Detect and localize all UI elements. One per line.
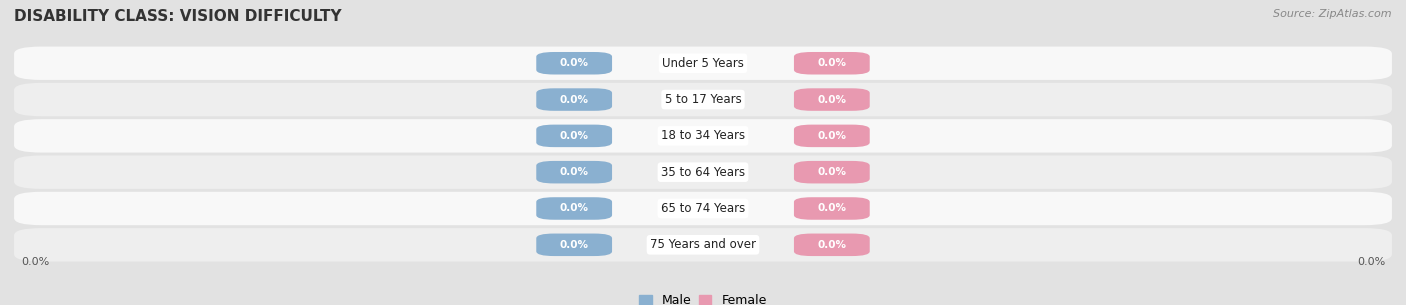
FancyBboxPatch shape: [794, 125, 870, 147]
Text: 0.0%: 0.0%: [560, 167, 589, 177]
FancyBboxPatch shape: [14, 192, 1392, 225]
Text: 0.0%: 0.0%: [560, 240, 589, 250]
Text: 0.0%: 0.0%: [1357, 257, 1385, 267]
Text: 35 to 64 Years: 35 to 64 Years: [661, 166, 745, 179]
Text: 0.0%: 0.0%: [817, 95, 846, 105]
Text: 0.0%: 0.0%: [21, 257, 49, 267]
FancyBboxPatch shape: [794, 234, 870, 256]
FancyBboxPatch shape: [536, 52, 612, 74]
FancyBboxPatch shape: [794, 197, 870, 220]
FancyBboxPatch shape: [536, 234, 612, 256]
Text: 18 to 34 Years: 18 to 34 Years: [661, 129, 745, 142]
Text: 0.0%: 0.0%: [817, 240, 846, 250]
Text: 0.0%: 0.0%: [560, 203, 589, 213]
FancyBboxPatch shape: [536, 161, 612, 183]
Text: DISABILITY CLASS: VISION DIFFICULTY: DISABILITY CLASS: VISION DIFFICULTY: [14, 9, 342, 24]
FancyBboxPatch shape: [14, 156, 1392, 189]
Text: 0.0%: 0.0%: [817, 131, 846, 141]
FancyBboxPatch shape: [794, 161, 870, 183]
FancyBboxPatch shape: [536, 197, 612, 220]
FancyBboxPatch shape: [536, 88, 612, 111]
Text: 0.0%: 0.0%: [560, 58, 589, 68]
Text: 65 to 74 Years: 65 to 74 Years: [661, 202, 745, 215]
Text: Under 5 Years: Under 5 Years: [662, 57, 744, 70]
FancyBboxPatch shape: [536, 125, 612, 147]
FancyBboxPatch shape: [14, 228, 1392, 261]
FancyBboxPatch shape: [14, 83, 1392, 116]
Legend: Male, Female: Male, Female: [634, 289, 772, 305]
FancyBboxPatch shape: [14, 119, 1392, 152]
Text: Source: ZipAtlas.com: Source: ZipAtlas.com: [1274, 9, 1392, 19]
Text: 0.0%: 0.0%: [560, 131, 589, 141]
FancyBboxPatch shape: [794, 88, 870, 111]
FancyBboxPatch shape: [794, 52, 870, 74]
Text: 0.0%: 0.0%: [817, 203, 846, 213]
FancyBboxPatch shape: [14, 47, 1392, 80]
Text: 0.0%: 0.0%: [817, 167, 846, 177]
Text: 0.0%: 0.0%: [817, 58, 846, 68]
Text: 0.0%: 0.0%: [560, 95, 589, 105]
Text: 5 to 17 Years: 5 to 17 Years: [665, 93, 741, 106]
Text: 75 Years and over: 75 Years and over: [650, 238, 756, 251]
